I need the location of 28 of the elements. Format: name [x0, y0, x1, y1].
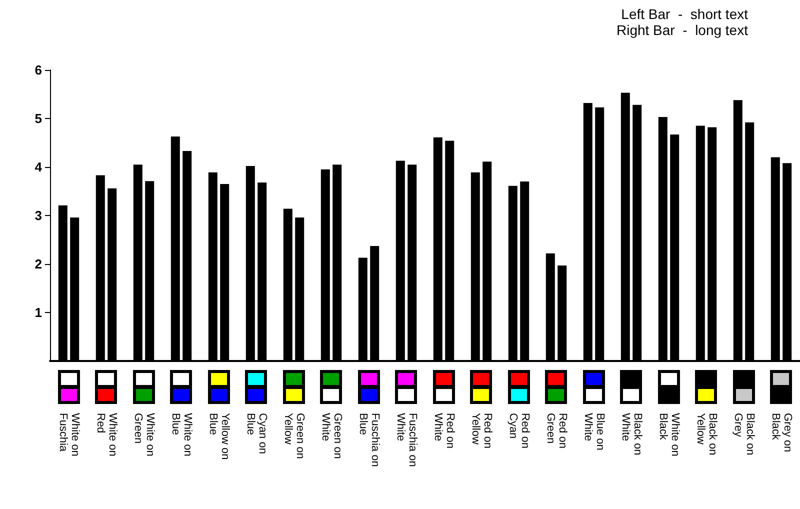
- x-tick-label: Green on White: [319, 413, 344, 459]
- x-tick-label: Red on Yellow: [469, 413, 494, 448]
- x-tick-label: Fuschia on White: [394, 413, 418, 467]
- y-tick-label: 1: [34, 305, 42, 320]
- x-tick-label: Yellow on Blue: [206, 413, 231, 460]
- x-tick-label: Red on Green: [544, 413, 568, 448]
- y-tick-label: 5: [34, 111, 42, 126]
- x-tick-label: Cyan on Blue: [244, 413, 268, 454]
- x-tick-label: White on Fuschia: [56, 413, 81, 456]
- y-tick-label: 6: [34, 62, 42, 78]
- x-tick-label: Green on Yellow: [282, 413, 306, 459]
- x-tick-label: White on Green: [132, 413, 156, 456]
- x-tick-label: White on Red: [94, 413, 118, 456]
- x-tick-label: Red on White: [432, 413, 456, 448]
- text: Right Bar - long text: [616, 22, 748, 38]
- y-tick-label: 4: [34, 160, 43, 174]
- y-tick-label: 2: [34, 256, 42, 272]
- x-tick-label: Black on Yellow: [694, 413, 718, 456]
- x-tick-label: White on Blue: [169, 413, 194, 456]
- x-tick-label: Grey on Black: [769, 413, 794, 452]
- y-tick-label: 3: [34, 208, 42, 223]
- text: Left Bar - short text: [621, 6, 748, 22]
- x-tick-label: Red on Cyan: [506, 413, 531, 448]
- x-tick-label: Black on Grey: [732, 413, 756, 456]
- x-tick-label: White on Black: [656, 413, 681, 456]
- x-tick-label: Fuschia on Blue: [356, 413, 381, 467]
- x-tick-label: Blue on White: [582, 413, 606, 450]
- x-tick-label: Black on White: [619, 413, 644, 456]
